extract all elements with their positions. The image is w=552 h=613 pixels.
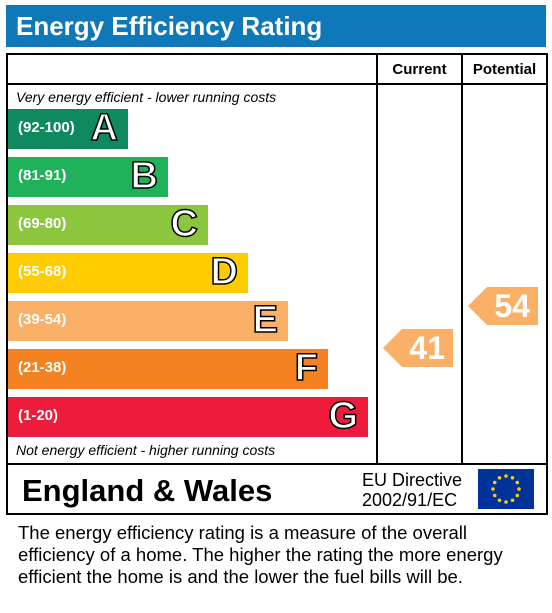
eu-star (510, 475, 515, 480)
potential-rating-arrow-value: 54 (494, 288, 530, 324)
band-range: (55-68) (18, 263, 67, 280)
eu-star (491, 487, 495, 491)
bottom-caption: Not energy efficient - higher running co… (16, 442, 276, 458)
band-letter: G (328, 394, 359, 438)
band-g: (1-20) G (8, 394, 368, 438)
current-rating-arrow-value: 41 (409, 329, 445, 366)
band-range: (21-38) (18, 359, 67, 376)
band-range: (81-91) (18, 167, 67, 184)
footer-divider (8, 463, 546, 465)
band-e: (39-54) E (8, 298, 288, 342)
band-letter: A (90, 106, 119, 150)
eu-star (515, 480, 520, 485)
band-letter: B (130, 154, 159, 198)
band-range: (1-20) (18, 407, 59, 424)
directive-line2: 2002/91/EC (362, 490, 458, 510)
current-rating-arrow-shape (383, 328, 453, 367)
eu-star (504, 500, 508, 504)
band-letter: E (252, 298, 279, 342)
eu-star (517, 487, 521, 491)
divider-potential (461, 55, 463, 465)
description-text: The energy efficiency rating is a measur… (18, 522, 503, 587)
band-d: (55-68) D (8, 250, 248, 294)
potential-rating-arrow: 54 (468, 287, 538, 325)
band-a: (92-100) A (8, 106, 128, 150)
band-f: (21-38) F (8, 346, 328, 390)
eu-star (515, 493, 520, 498)
eu-flag-icon (478, 469, 534, 509)
eu-directive: EU Directive 2002/91/EC (362, 470, 462, 510)
current-rating-arrow: 41 (383, 328, 453, 367)
eu-star (497, 475, 502, 480)
band-range: (69-80) (18, 215, 67, 232)
eu-star (510, 498, 515, 503)
divider-current (376, 55, 378, 465)
band-range: (39-54) (18, 311, 67, 328)
page-title: Energy Efficiency Rating (16, 11, 323, 41)
eu-star (504, 474, 508, 478)
region-label: England & Wales (22, 473, 273, 508)
potential-rating-arrow-shape (468, 287, 538, 325)
band-b: (81-91) B (8, 154, 168, 198)
header-divider (8, 83, 546, 85)
eu-star (497, 498, 502, 503)
column-current: Current (392, 61, 447, 78)
header-bar: Energy Efficiency Rating (6, 5, 546, 47)
eu-star (492, 480, 497, 485)
rating-frame: Current Potential Very energy efficient … (6, 53, 548, 515)
band-letter: C (170, 202, 199, 246)
directive-line1: EU Directive (362, 470, 463, 490)
band-letter: F (294, 346, 319, 390)
band-letter: D (210, 250, 239, 294)
band-c: (69-80) C (8, 202, 208, 246)
top-caption: Very energy efficient - lower running co… (16, 89, 277, 105)
band-range: (92-100) (18, 119, 75, 136)
eu-star (492, 493, 497, 498)
column-potential: Potential (472, 61, 537, 78)
